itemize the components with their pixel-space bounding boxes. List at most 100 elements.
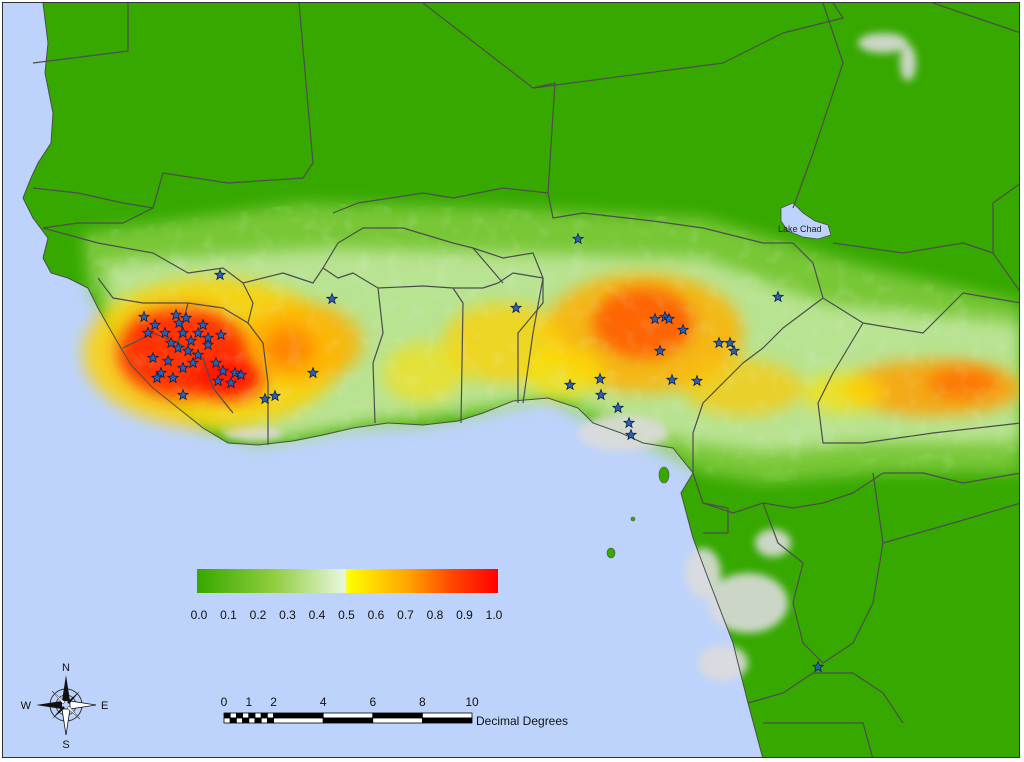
lake-chad-label: Lake Chad — [778, 224, 822, 234]
scale-bar-segment — [223, 712, 231, 719]
occurrence-star-marker — [146, 351, 160, 364]
occurrence-star-marker — [811, 660, 825, 673]
scale-bar-segment — [248, 717, 256, 724]
occurrence-star-marker — [181, 344, 195, 357]
legend-tick-label: 0.7 — [397, 608, 414, 622]
occurrence-star-marker — [224, 376, 238, 389]
occurrence-star-marker — [306, 366, 320, 379]
islands — [606, 466, 670, 559]
occurrence-star-marker — [662, 312, 676, 325]
scale-bar-segment — [421, 717, 473, 724]
scale-bar-segment — [254, 712, 262, 719]
scale-bar-segment — [372, 712, 423, 719]
occurrence-star-marker — [624, 428, 638, 441]
scale-bar-tick-label: 0 — [221, 695, 228, 709]
occurrence-star-marker — [150, 371, 164, 384]
scale-bar-segment — [223, 717, 231, 724]
compass-north-label: N — [62, 662, 70, 674]
scale-bar-segment — [266, 717, 274, 724]
occurrence-star-marker — [166, 371, 180, 384]
occurrence-star-marker — [169, 308, 183, 321]
occurrence-star-marker — [213, 268, 227, 281]
occurrence-star-marker — [137, 310, 151, 323]
occurrence-star-marker — [161, 354, 175, 367]
occurrence-star-marker — [268, 389, 282, 402]
scale-bar-segment — [273, 717, 324, 724]
compass-west-label: W — [21, 700, 32, 712]
scale-bar-segment — [242, 717, 250, 724]
occurrence-star-marker — [141, 326, 155, 339]
scale-bar-segment — [273, 712, 324, 719]
occurrence-star-marker — [191, 348, 205, 361]
scale-bar-segment — [322, 712, 374, 719]
occurrence-star-marker — [690, 374, 704, 387]
scale-bar-segment — [266, 712, 274, 719]
probability-legend: 0.0 0.1 0.2 0.3 0.4 0.5 0.6 0.7 0.8 0.9 1.0 — [191, 569, 503, 622]
occurrence-star-marker — [723, 336, 737, 349]
scale-bar-segment — [229, 712, 237, 719]
occurrence-star-marker — [594, 388, 608, 401]
legend-tick-label: 0.3 — [279, 608, 296, 622]
occurrence-star-marker — [158, 326, 172, 339]
occurrence-star-marker — [622, 416, 636, 429]
occurrence-star-marker — [196, 318, 210, 331]
scale-bar-segment — [229, 717, 237, 724]
occurrence-star-marker — [216, 364, 230, 377]
occurrence-star-marker — [258, 392, 272, 405]
legend-color-ramp — [197, 569, 498, 593]
lake-chad: Lake Chad — [778, 202, 832, 240]
occurrence-star-marker — [611, 401, 625, 414]
occurrence-star-marker — [727, 344, 741, 357]
legend-tick-label: 0.5 — [338, 608, 355, 622]
occurrence-star-marker — [325, 292, 339, 305]
occurrence-star-marker — [228, 366, 242, 379]
occurrence-star-marker — [563, 378, 577, 391]
occurrence-star-marker — [653, 344, 667, 357]
coastline — [22, 3, 763, 757]
scale-bar-segment — [235, 712, 243, 719]
occurrence-star-marker — [179, 311, 193, 324]
scale-bar-segment — [260, 712, 268, 719]
scale-bar-segment — [421, 712, 473, 719]
scale-bar-tick-label: 1 — [245, 695, 252, 709]
scale-bar-segment — [242, 712, 250, 719]
occurrence-star-marker — [214, 328, 228, 341]
legend-tick-label: 1.0 — [486, 608, 503, 622]
scale-bar-tick-label: 2 — [270, 695, 277, 709]
compass-south-label: S — [62, 739, 69, 751]
legend-tick-label: 0.6 — [368, 608, 385, 622]
legend-tick-label: 0.2 — [250, 608, 267, 622]
legend-tick-label: 0.0 — [191, 608, 208, 622]
scale-bar-segment — [322, 717, 374, 724]
north-arrow: N S E W — [21, 662, 109, 751]
legend-tick-labels: 0.0 0.1 0.2 0.3 0.4 0.5 0.6 0.7 0.8 0.9 1.0 — [191, 608, 503, 622]
scale-bar-segment — [372, 717, 423, 724]
occurrence-star-marker — [665, 373, 679, 386]
occurrence-star-marker — [191, 326, 205, 339]
compass-east-label: E — [101, 700, 108, 712]
scale-bar-tick-label: 8 — [419, 695, 426, 709]
legend-tick-label: 0.8 — [427, 608, 444, 622]
scale-bar-segment — [248, 712, 256, 719]
occurrence-star-marker — [148, 318, 162, 331]
country-borders — [32, 3, 1019, 757]
occurrence-star-marker — [172, 316, 186, 329]
occurrence-star-marker — [571, 232, 585, 245]
occurrence-star-marker — [593, 372, 607, 385]
legend-tick-label: 0.4 — [309, 608, 326, 622]
occurrence-star-marker — [712, 336, 726, 349]
scale-bar-tick-label: 4 — [320, 695, 327, 709]
scale-bar: 0 1 2 4 6 8 10 Decimal Degrees — [221, 695, 568, 728]
scale-bar-segment — [235, 717, 243, 724]
occurrence-star-marker — [186, 356, 200, 369]
probability-surface — [83, 33, 1019, 681]
occurrence-star-marker — [176, 388, 190, 401]
occurrence-star-marker — [771, 290, 785, 303]
scale-bar-unit: Decimal Degrees — [476, 714, 568, 728]
legend-tick-label: 0.9 — [456, 608, 473, 622]
occurrence-star-marker — [509, 301, 523, 314]
occurrence-star-marker — [201, 338, 215, 351]
scale-bar-tick-label: 10 — [465, 695, 479, 709]
occurrence-star-marker — [209, 356, 223, 369]
